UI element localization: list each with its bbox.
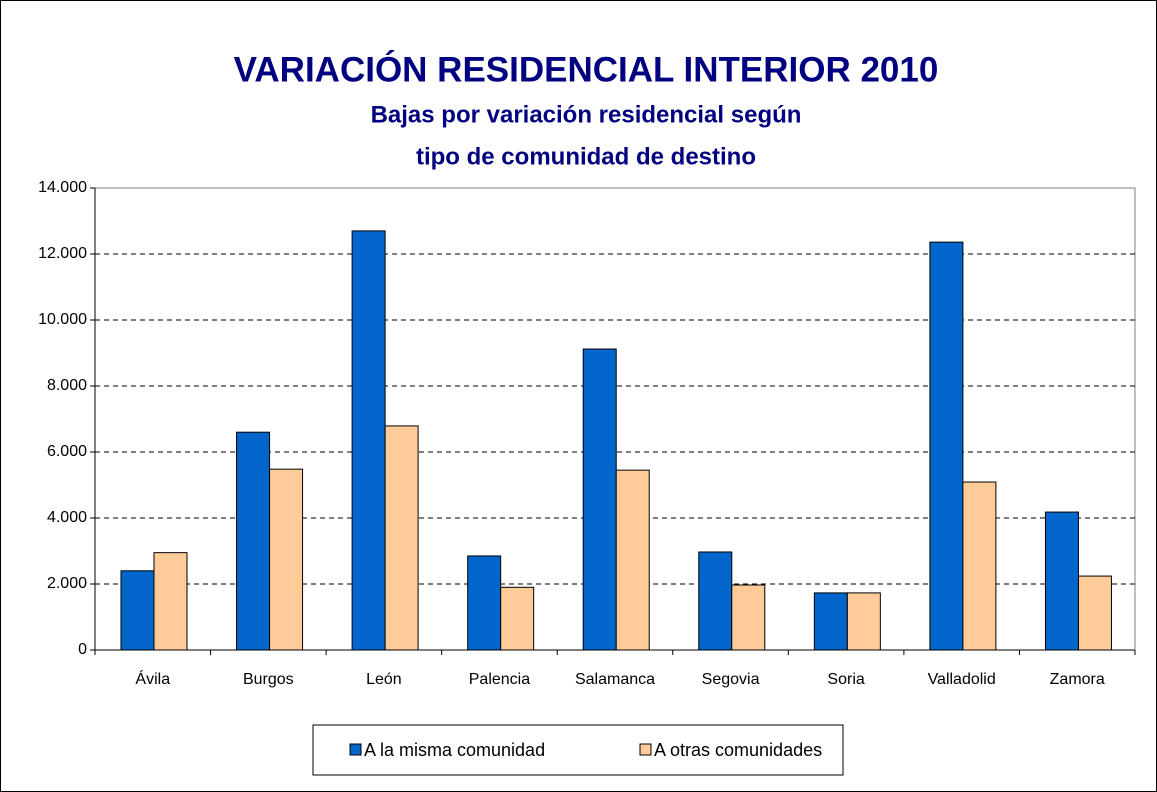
chart-title: VARIACIÓN RESIDENCIAL INTERIOR 2010 [234, 49, 939, 89]
x-tick-label: León [366, 671, 402, 688]
bar [384, 425, 419, 651]
bar [731, 584, 766, 651]
bar [153, 552, 188, 651]
x-tick-label: Soria [827, 671, 864, 688]
legend-swatch [639, 743, 652, 756]
x-tick-label: Valladolid [928, 671, 996, 688]
y-tick-label: 2.000 [47, 575, 87, 592]
bar [351, 230, 386, 651]
legend-label: A la misma comunidad [364, 740, 545, 760]
bar [846, 592, 881, 651]
x-tick-label: Ávila [135, 669, 170, 688]
y-tick-label: 6.000 [47, 443, 87, 460]
x-tick-label: Burgos [243, 671, 294, 688]
y-tick-label: 4.000 [47, 509, 87, 526]
y-tick-label: 8.000 [47, 377, 87, 394]
bar [120, 570, 155, 651]
bar [698, 551, 733, 651]
bar [582, 348, 617, 651]
y-tick-label: 12.000 [38, 245, 87, 262]
bar [467, 555, 502, 651]
legend [312, 724, 844, 776]
y-tick-label: 10.000 [38, 311, 87, 328]
bar [1044, 511, 1079, 651]
bar [813, 592, 848, 651]
bar [962, 481, 997, 651]
x-tick-label: Salamanca [575, 671, 655, 688]
bar [500, 586, 535, 651]
chart-subtitle: Bajas por variación residencial según [371, 101, 802, 128]
bar [269, 468, 304, 651]
x-tick-label: Palencia [469, 671, 530, 688]
bar [1077, 575, 1112, 651]
legend-swatch [349, 743, 362, 756]
bar [929, 241, 964, 651]
legend-label: A otras comunidades [654, 740, 822, 760]
chart-subtitle: tipo de comunidad de destino [416, 143, 756, 170]
y-tick-label: 14.000 [38, 179, 87, 196]
x-tick-label: Zamora [1050, 671, 1105, 688]
y-tick-label: 0 [78, 641, 87, 658]
x-tick-label: Segovia [702, 671, 760, 688]
bar [236, 431, 271, 651]
bar [615, 469, 650, 651]
